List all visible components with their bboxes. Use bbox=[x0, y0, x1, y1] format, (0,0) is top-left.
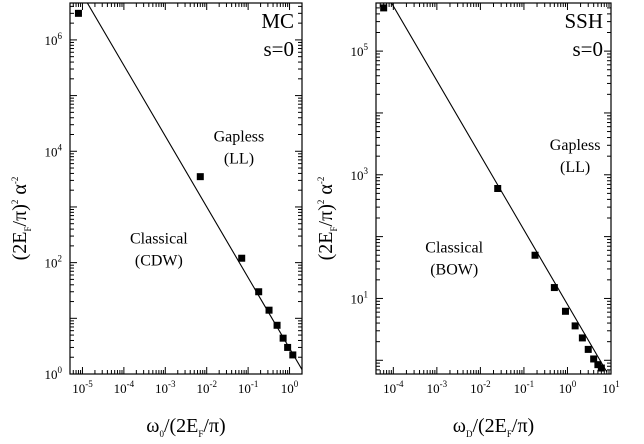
tick-exp: -4 bbox=[396, 379, 404, 389]
data-point bbox=[196, 173, 204, 181]
tick-base: 10 bbox=[559, 381, 572, 396]
region-label: Gapless bbox=[550, 137, 601, 154]
data-point bbox=[494, 185, 502, 192]
region-label: (BOW) bbox=[430, 262, 478, 279]
tick-base: 10 bbox=[351, 168, 364, 183]
tick-base: 10 bbox=[602, 381, 615, 396]
data-point bbox=[380, 4, 388, 12]
x-tick-label: 10-4 bbox=[114, 379, 135, 396]
data-point bbox=[265, 306, 273, 314]
data-point bbox=[273, 321, 281, 329]
tick-exp: -2 bbox=[209, 379, 217, 389]
tick-exp: -3 bbox=[440, 379, 448, 389]
x-tick-label: 10-3 bbox=[427, 379, 448, 396]
y-axis-label: (2EF/π)2 α-2 bbox=[315, 177, 339, 261]
x-axis-label: ω0/(2EF/π) bbox=[146, 415, 225, 439]
region-label: (LL) bbox=[224, 150, 254, 167]
data-point bbox=[284, 343, 292, 351]
tick-exp: 0 bbox=[294, 379, 299, 389]
tick-base: 10 bbox=[383, 381, 396, 396]
tick-exp: 2 bbox=[58, 254, 63, 264]
region-label: Classical bbox=[130, 231, 188, 248]
tick-base: 10 bbox=[45, 256, 58, 271]
tick-base: 10 bbox=[155, 381, 168, 396]
tick-exp: -3 bbox=[168, 379, 176, 389]
corner-label: MC bbox=[261, 9, 294, 33]
data-point bbox=[255, 288, 263, 296]
x-tick-label: 10-5 bbox=[72, 379, 93, 396]
tick-base: 10 bbox=[45, 144, 58, 159]
data-point bbox=[238, 254, 246, 262]
tick-base: 10 bbox=[427, 381, 440, 396]
tick-base: 10 bbox=[45, 33, 58, 48]
tick-exp: -1 bbox=[527, 379, 535, 389]
x-tick-label: 10-4 bbox=[383, 379, 404, 396]
tick-base: 10 bbox=[114, 381, 127, 396]
y-tick-label: 100 bbox=[45, 365, 63, 382]
data-point bbox=[571, 322, 579, 330]
tick-base: 10 bbox=[351, 291, 364, 306]
tick-exp: 3 bbox=[364, 166, 369, 176]
tick-exp: 4 bbox=[58, 142, 63, 152]
tick-base: 10 bbox=[470, 381, 483, 396]
x-tick-label: 101 bbox=[602, 379, 620, 396]
tick-base: 10 bbox=[72, 381, 85, 396]
y-tick-label: 106 bbox=[45, 31, 63, 48]
tick-exp: 0 bbox=[572, 379, 577, 389]
chart-panel-2: 10-4 10-3 10-2 10-1 100 101101103105SSHs=0Gap… bbox=[315, 2, 620, 439]
tick-exp: 6 bbox=[58, 31, 63, 41]
data-point bbox=[584, 345, 592, 353]
tick-exp: 5 bbox=[364, 42, 369, 52]
tick-exp: 0 bbox=[58, 365, 63, 375]
region-label: Gapless bbox=[214, 128, 265, 145]
tick-base: 10 bbox=[514, 381, 527, 396]
x-tick-label: 10-2 bbox=[470, 379, 491, 396]
data-point bbox=[289, 351, 297, 359]
region-label: (LL) bbox=[560, 159, 590, 176]
y-tick-label: 101 bbox=[351, 289, 369, 306]
x-tick-label: 10-1 bbox=[238, 379, 258, 396]
tick-exp: -5 bbox=[85, 379, 93, 389]
x-axis-label: ωD/(2EF/π) bbox=[453, 415, 534, 439]
y-tick-label: 103 bbox=[351, 166, 369, 183]
data-point bbox=[531, 251, 539, 259]
tick-exp: 1 bbox=[615, 379, 620, 389]
tick-base: 10 bbox=[45, 367, 58, 382]
tick-exp: -4 bbox=[127, 379, 135, 389]
corner-label: s=0 bbox=[263, 37, 294, 61]
y-tick-label: 105 bbox=[351, 42, 369, 59]
tick-exp: -2 bbox=[483, 379, 491, 389]
region-label: Classical bbox=[425, 240, 483, 257]
data-point bbox=[279, 334, 287, 342]
y-tick-label: 104 bbox=[45, 142, 63, 159]
chart-panel-1: 10-5 10-4 10-3 10-2 10-1 100100102104106MCs=0… bbox=[9, 2, 303, 439]
data-point bbox=[578, 334, 586, 342]
tick-base: 10 bbox=[238, 381, 251, 396]
tick-base: 10 bbox=[281, 381, 294, 396]
tick-exp: -1 bbox=[251, 379, 258, 389]
x-tick-label: 10-2 bbox=[196, 379, 217, 396]
data-point bbox=[550, 284, 558, 292]
x-tick-label: 100 bbox=[559, 379, 577, 396]
region-label: (CDW) bbox=[135, 253, 183, 270]
x-tick-label: 10-1 bbox=[514, 379, 535, 396]
tick-exp: 1 bbox=[364, 289, 369, 299]
tick-base: 10 bbox=[196, 381, 209, 396]
data-point bbox=[74, 9, 82, 17]
y-axis-label: (2EF/π)2 α-2 bbox=[9, 177, 33, 261]
data-point bbox=[561, 307, 569, 315]
x-tick-label: 10-3 bbox=[155, 379, 176, 396]
fit-line bbox=[86, 3, 302, 370]
corner-label: s=0 bbox=[572, 37, 603, 61]
tick-base: 10 bbox=[351, 44, 364, 59]
plot-frame bbox=[69, 2, 303, 375]
x-tick-label: 100 bbox=[281, 379, 299, 396]
y-tick-label: 102 bbox=[45, 254, 63, 271]
data-point bbox=[597, 364, 605, 372]
data-point bbox=[590, 355, 598, 363]
corner-label: SSH bbox=[564, 9, 603, 33]
